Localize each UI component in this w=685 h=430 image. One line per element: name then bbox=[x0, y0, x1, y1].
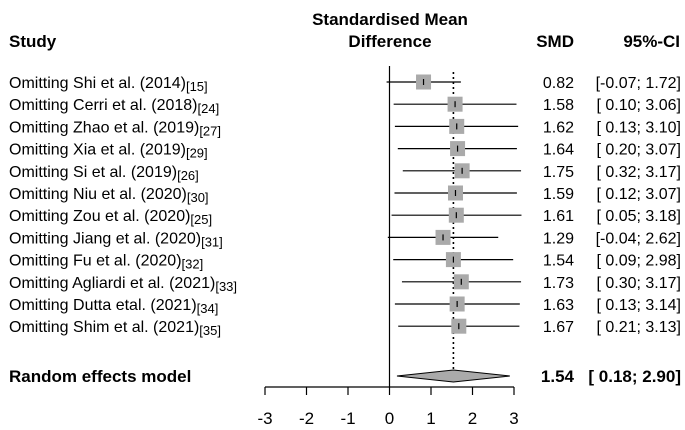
ci-value: [ 0.20; 3.07] bbox=[596, 142, 681, 159]
x-tick-label: 0 bbox=[385, 409, 394, 428]
smd-value: 1.67 bbox=[543, 319, 574, 336]
header-title-line1: Standardised Mean bbox=[312, 10, 468, 29]
ci-value: [ 0.21; 3.13] bbox=[596, 319, 681, 336]
study-label: Omitting Zhao et al. (2019)[27] bbox=[9, 119, 221, 138]
summary-ci: [ 0.18; 2.90] bbox=[588, 367, 681, 386]
ci-value: [ 0.32; 3.17] bbox=[596, 164, 681, 181]
study-label: Omitting Si et al. (2019)[26] bbox=[9, 164, 199, 183]
ci-value: [ 0.10; 3.06] bbox=[596, 97, 681, 114]
header-study: Study bbox=[9, 32, 57, 51]
study-label: Omitting Agliardi et al. (2021)[33] bbox=[9, 275, 237, 294]
x-axis: -3 -2 -1 0 1 2 3 bbox=[257, 386, 519, 428]
smd-value: 1.73 bbox=[543, 275, 574, 292]
study-label: Omitting Cerri et al. (2018)[24] bbox=[9, 97, 219, 116]
ci-value: [ 0.12; 3.07] bbox=[596, 186, 681, 203]
plot-area bbox=[386, 66, 522, 387]
ci-value: [ 0.05; 3.18] bbox=[596, 208, 681, 225]
summary-smd: 1.54 bbox=[541, 367, 575, 386]
ci-value: [-0.07; 1.72] bbox=[596, 75, 681, 92]
study-label: Omitting Zou et al. (2020)[25] bbox=[9, 208, 212, 227]
x-tick-label: -1 bbox=[340, 409, 355, 428]
smd-value: 1.29 bbox=[543, 230, 574, 247]
ci-value: [ 0.13; 3.10] bbox=[596, 119, 681, 136]
header-smd: SMD bbox=[536, 32, 574, 51]
ci-value: [ 0.30; 3.17] bbox=[596, 275, 681, 292]
ci-value: [-0.04; 2.62] bbox=[596, 230, 681, 247]
study-label: Omitting Shi et al. (2014)[15] bbox=[9, 75, 208, 94]
smd-value: 1.62 bbox=[543, 119, 574, 136]
study-label: Omitting Xia et al. (2019)[29] bbox=[9, 142, 208, 161]
x-tick-label: -3 bbox=[257, 409, 272, 428]
summary-diamond bbox=[396, 369, 510, 383]
study-label: Omitting Jiang et al. (2020)[31] bbox=[9, 230, 223, 249]
smd-value: 0.82 bbox=[543, 75, 574, 92]
smd-value: 1.58 bbox=[543, 97, 574, 114]
study-label: Omitting Fu et al. (2020)[32] bbox=[9, 253, 203, 272]
x-tick-label: 2 bbox=[468, 409, 477, 428]
study-label: Omitting Shim et al. (2021)[35] bbox=[9, 319, 221, 338]
summary-label: Random effects model bbox=[9, 367, 191, 386]
x-tick-label: 1 bbox=[426, 409, 435, 428]
smd-value: 1.75 bbox=[543, 164, 574, 181]
smd-value: 1.63 bbox=[543, 297, 574, 314]
study-rows: Omitting Shi et al. (2014)[15] 0.82 [-0.07… bbox=[9, 75, 681, 386]
study-label: Omitting Niu et al. (2020)[30] bbox=[9, 186, 209, 205]
smd-value: 1.64 bbox=[543, 142, 574, 159]
ci-value: [ 0.13; 3.14] bbox=[596, 297, 681, 314]
ci-value: [ 0.09; 2.98] bbox=[596, 253, 681, 270]
smd-value: 1.59 bbox=[543, 186, 574, 203]
smd-value: 1.61 bbox=[543, 208, 574, 225]
header-title-line2: Difference bbox=[348, 32, 431, 51]
header-ci: 95%-CI bbox=[623, 32, 680, 51]
study-label: Omitting Dutta etal. (2021)[34] bbox=[9, 297, 218, 316]
smd-value: 1.54 bbox=[543, 253, 574, 270]
x-tick-label: -2 bbox=[299, 409, 314, 428]
x-tick-label: 3 bbox=[509, 409, 518, 428]
